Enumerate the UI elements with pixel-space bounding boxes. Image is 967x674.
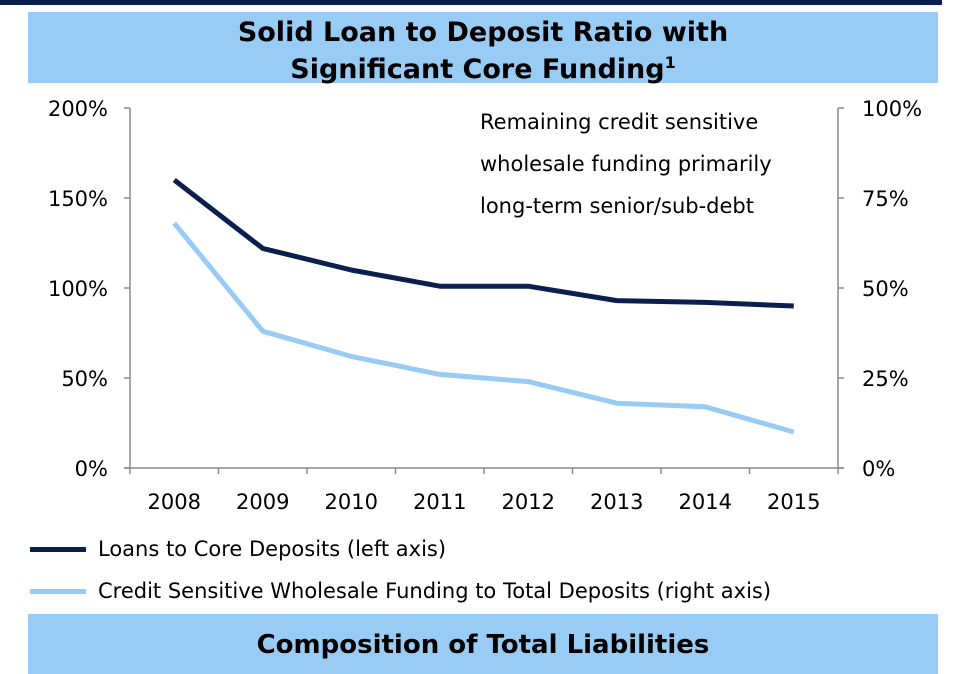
x-axis-tick-label: 2012 xyxy=(502,490,555,514)
chart-title-line2-text: Significant Core Funding xyxy=(290,54,665,85)
annotation-line: wholesale funding primarily xyxy=(480,152,772,176)
title-footnote: 1 xyxy=(664,53,676,72)
legend-label-loans: Loans to Core Deposits (left axis) xyxy=(98,537,447,561)
x-axis-tick-label: 2008 xyxy=(148,490,201,514)
x-axis-tick-label: 2010 xyxy=(325,490,378,514)
x-axis-tick-label: 2013 xyxy=(590,490,643,514)
left-axis-tick-label: 150% xyxy=(48,187,108,211)
x-axis-tick-label: 2014 xyxy=(679,490,732,514)
top-rule xyxy=(0,0,942,5)
line-chart: 0% 50% 100% 150% 200% 0% 25% 50% 75% 100% 2008 2009… xyxy=(48,97,922,514)
chart-title-line2: Significant Core Funding1 xyxy=(28,48,938,85)
legend-label-wholesale: Credit Sensitive Wholesale Funding to To… xyxy=(98,579,772,603)
right-axis-tick-label: 50% xyxy=(862,277,909,301)
legend-item-loans: Loans to Core Deposits (left axis) xyxy=(30,528,771,570)
x-axis-tick-label: 2011 xyxy=(413,490,466,514)
chart-title-banner: Solid Loan to Deposit Ratio with Signifi… xyxy=(28,12,938,85)
annotation-line: long-term senior/sub-debt xyxy=(480,194,754,218)
chart-annotation: Remaining credit sensitive wholesale fun… xyxy=(480,101,840,227)
x-axis-tick-label: 2009 xyxy=(236,490,289,514)
series-line-loans-to-core-deposits xyxy=(172,178,794,309)
annotation-line: Remaining credit sensitive xyxy=(480,110,759,134)
next-section-title: Composition of Total Liabilities xyxy=(256,630,710,660)
right-axis-tick-label: 0% xyxy=(862,457,895,481)
chart-series xyxy=(172,178,795,435)
chart-legend: Loans to Core Deposits (left axis) Credi… xyxy=(30,528,771,612)
left-axis-tick-label: 200% xyxy=(48,97,108,121)
right-axis-tick-label: 100% xyxy=(862,97,922,121)
chart-title-line1: Solid Loan to Deposit Ratio with xyxy=(237,17,729,48)
series-line-wholesale-funding xyxy=(172,221,795,435)
right-axis-tick-label: 25% xyxy=(862,367,909,391)
legend-swatch-loans xyxy=(30,546,86,552)
left-axis-tick-label: 0% xyxy=(75,457,108,481)
legend-swatch-wholesale xyxy=(30,588,86,594)
chart-axes: 0% 50% 100% 150% 200% 0% 25% 50% 75% 100% 2008 2009… xyxy=(48,97,922,514)
x-axis-tick-label: 2015 xyxy=(767,490,820,514)
next-section-banner: Composition of Total Liabilities xyxy=(28,614,938,674)
left-axis-tick-label: 50% xyxy=(61,367,108,391)
legend-item-wholesale: Credit Sensitive Wholesale Funding to To… xyxy=(30,570,771,612)
right-axis-tick-label: 75% xyxy=(862,187,909,211)
left-axis-tick-label: 100% xyxy=(48,277,108,301)
